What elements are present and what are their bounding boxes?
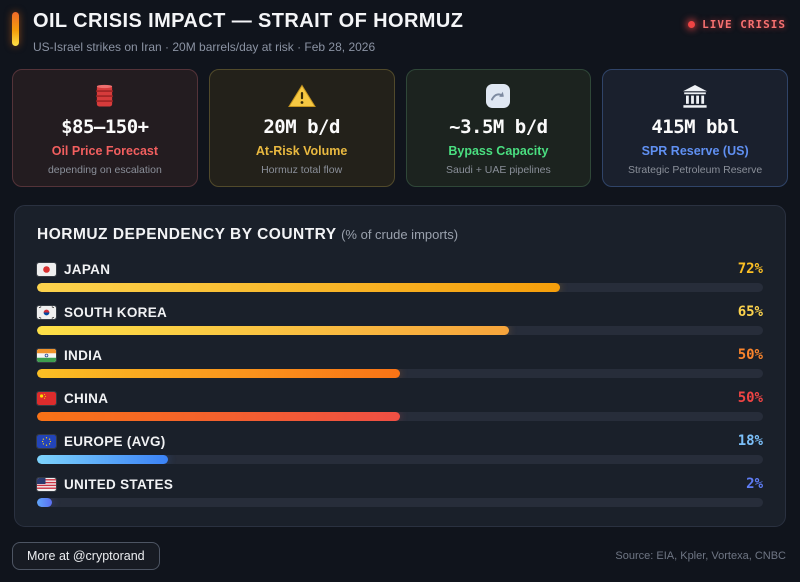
oil-price-label: Oil Price Forecast [51,143,159,158]
pct-value: 50% [737,347,763,363]
stat-card-bypass: ~3.5M b/d Bypass Capacity Saudi + UAE pi… [405,69,592,187]
spr-sublabel: Strategic Petroleum Reserve [628,163,763,176]
pct-value: 65% [737,304,763,320]
stat-card-at-risk: 20M b/d At-Risk Volume Hormuz total flow [208,69,395,187]
flag-south-korea-icon [36,304,57,320]
at-risk-value: 20M b/d [263,115,340,138]
live-crisis-badge: LIVE CRISIS [688,18,786,31]
spr-label: SPR Reserve (US) [641,143,749,158]
cta-button[interactable]: More at @cryptorand [12,542,160,570]
live-badge-label: LIVE CRISIS [702,18,786,31]
pct-value: 72% [737,261,763,277]
live-dot-icon [688,21,696,28]
dependency-chart-panel: HORMUZ DEPENDENCY BY COUNTRY (% of crude… [14,205,786,527]
oil-price-value: $85—150+ [61,115,149,138]
country-label: SOUTH KOREA [64,304,168,320]
at-risk-label: At-Risk Volume [255,143,348,158]
flag-india-icon [36,347,57,363]
header: OIL CRISIS IMPACT — STRAIT OF HORMUZ US-… [0,0,800,54]
bank-building-icon [682,83,708,110]
spr-value: 415M bbl [651,115,739,138]
pct-value: 2% [746,476,763,492]
flag-european-union-icon [36,433,57,449]
bar-track [37,498,763,507]
bar-track [37,412,763,421]
bypass-value: ~3.5M b/d [449,115,548,138]
stat-card-spr: 415M bbl SPR Reserve (US) Strategic Petr… [602,69,788,187]
chart-row-south-korea: SOUTH KOREA 65% [36,304,763,335]
pct-value: 50% [737,390,763,406]
bar-fill [37,283,560,292]
page-subtitle: US-Israel strikes on Iran · 20M barrels/… [33,40,376,54]
stat-cards-row: $85—150+ Oil Price Forecast depending on… [12,69,788,187]
bar-fill [37,326,509,335]
bypass-route-icon [485,83,511,110]
source-attribution: Source: EIA, Kpler, Vortexa, CNBC [615,550,786,562]
stat-card-oil-price: $85—150+ Oil Price Forecast depending on… [12,69,198,187]
oil-barrel-icon [94,83,115,110]
country-label: EUROPE (AVG) [64,433,166,449]
page-title: OIL CRISIS IMPACT — STRAIT OF HORMUZ [33,10,464,32]
bypass-sublabel: Saudi + UAE pipelines [445,163,551,176]
bar-track [37,326,763,335]
bar-track [37,455,763,464]
warning-triangle-icon [287,83,316,110]
bar-fill [37,498,52,507]
chart-title-line: HORMUZ DEPENDENCY BY COUNTRY (% of crude… [37,226,763,244]
pct-value: 18% [737,433,763,449]
bar-fill [37,369,400,378]
chart-row-india: INDIA 50% [36,347,763,378]
chart-title: HORMUZ DEPENDENCY BY COUNTRY [37,226,337,243]
flag-china-icon [36,390,57,406]
chart-subtitle: (% of crude imports) [341,227,459,242]
footer: More at @cryptorand Source: EIA, Kpler, … [12,542,786,570]
oil-price-sublabel: depending on escalation [47,163,162,176]
chart-row-europe: EUROPE (AVG) 18% [36,433,763,464]
chart-row-japan: JAPAN 72% [36,261,763,292]
country-label: UNITED STATES [64,476,174,492]
bar-fill [37,412,400,421]
title-accent-bar [12,12,19,46]
bar-track [37,369,763,378]
flag-japan-icon [36,261,57,277]
country-label: INDIA [64,347,103,363]
chart-row-china: CHINA 50% [36,390,763,421]
at-risk-sublabel: Hormuz total flow [261,163,343,176]
chart-row-united-states: UNITED STATES 2% [36,476,763,507]
bar-fill [37,455,168,464]
country-label: JAPAN [64,261,111,277]
flag-united-states-icon [36,476,57,492]
bar-track [37,283,763,292]
bypass-label: Bypass Capacity [448,143,549,158]
country-label: CHINA [64,390,109,406]
